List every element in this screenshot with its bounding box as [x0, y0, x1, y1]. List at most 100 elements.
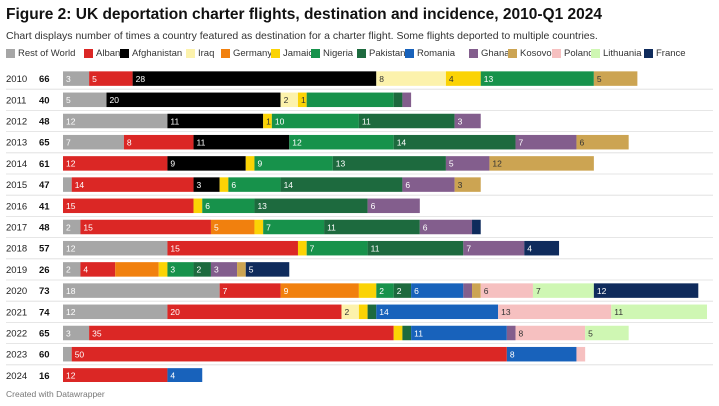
- bar-segment: [297, 92, 307, 108]
- bar-segment: [472, 219, 481, 235]
- legend-swatch: [405, 48, 414, 58]
- segment-value-label: 5: [249, 265, 254, 275]
- bar-segment: [506, 346, 577, 362]
- total-label: 57: [39, 244, 50, 255]
- year-label: 2019: [6, 265, 27, 276]
- segment-value-label: 1: [301, 95, 306, 105]
- segment-value-label: 1: [266, 116, 271, 126]
- segment-value-label: 6: [414, 286, 419, 296]
- bar-segment: [593, 283, 699, 298]
- bar-segment: [593, 71, 638, 86]
- segment-value-label: 18: [66, 286, 76, 296]
- legend-item: Iraq: [186, 46, 214, 60]
- year-label: 2014: [6, 159, 27, 170]
- bar-segment: [115, 262, 159, 277]
- segment-value-label: 2: [284, 95, 289, 105]
- bar-segment: [63, 283, 220, 298]
- footer-credit: Created with Datawrapper: [6, 389, 105, 399]
- segment-value-label: 13: [257, 201, 267, 211]
- segment-value-label: 7: [310, 244, 315, 254]
- segment-value-label: 3: [458, 180, 463, 190]
- legend-item: Nigeria: [311, 46, 353, 60]
- bar-segment: [254, 198, 368, 214]
- bar-segment: [254, 156, 333, 171]
- bar-segment: [419, 219, 473, 235]
- year-label: 2010: [6, 74, 27, 85]
- year-label: 2021: [6, 307, 27, 318]
- legend-label: Germany: [233, 47, 273, 59]
- segment-value-label: 12: [292, 138, 302, 148]
- segment-value-label: 11: [327, 222, 336, 232]
- segment-value-label: 7: [223, 286, 228, 296]
- bar-segment: [254, 219, 264, 235]
- bar-segment: [71, 346, 507, 362]
- legend-item: Albania: [84, 46, 128, 60]
- bar-segment: [306, 240, 368, 256]
- legend-label: Ghana: [481, 47, 510, 59]
- segment-value-label: 6: [484, 286, 489, 296]
- bar-segment: [63, 177, 72, 192]
- bar-segment: [393, 325, 403, 341]
- bar-segment: [280, 92, 298, 108]
- segment-value-label: 6: [231, 180, 236, 190]
- chart-subtitle: Chart displays number of times a country…: [6, 30, 598, 42]
- bar-segment: [167, 156, 246, 171]
- bar-segment: [515, 134, 577, 150]
- segment-value-label: 6: [579, 138, 584, 148]
- segment-value-label: 9: [170, 159, 175, 169]
- bar-segment: [63, 304, 168, 320]
- bar-segment: [393, 92, 403, 108]
- segment-value-label: 8: [127, 138, 132, 148]
- segment-value-label: 6: [371, 201, 376, 211]
- legend-label: Jamaica: [283, 47, 319, 59]
- bar-segment: [63, 134, 124, 150]
- bar-segment: [289, 134, 394, 150]
- bar-segment: [515, 325, 586, 341]
- total-label: 74: [39, 307, 50, 318]
- bar-segment: [63, 240, 168, 256]
- legend-label: Nigeria: [323, 47, 354, 59]
- bar-segment: [376, 71, 446, 86]
- bar-segment: [506, 325, 516, 341]
- legend-item: Kosovo: [508, 46, 552, 60]
- bar-segment: [393, 283, 412, 298]
- total-label: 66: [39, 74, 50, 85]
- bar-segment: [402, 92, 412, 108]
- bar-segment: [585, 325, 629, 341]
- segment-value-label: 15: [170, 244, 180, 254]
- legend-swatch: [84, 48, 93, 58]
- segment-value-label: 11: [371, 244, 380, 254]
- bar-segment: [263, 113, 272, 129]
- bar-segment: [167, 368, 203, 382]
- segment-value-label: 20: [110, 95, 120, 105]
- segment-value-label: 5: [588, 328, 593, 338]
- total-label: 26: [39, 265, 50, 276]
- year-label: 2017: [6, 223, 27, 234]
- segment-value-label: 3: [66, 74, 71, 84]
- legend-label: Pakistan: [369, 47, 406, 59]
- bar-segment: [402, 325, 412, 341]
- legend-item: France: [644, 46, 686, 60]
- segment-value-label: 7: [266, 222, 271, 232]
- chart-title: Figure 2: UK deportation charter flights…: [6, 6, 603, 23]
- total-label: 40: [39, 95, 50, 106]
- segment-value-label: 3: [170, 265, 175, 275]
- year-label: 2013: [6, 138, 27, 149]
- bar-segment: [80, 262, 116, 277]
- bar-segment: [63, 198, 194, 214]
- legend-swatch: [311, 48, 320, 58]
- bar-segment: [245, 262, 290, 277]
- bar-segment: [106, 92, 281, 108]
- bar-segment: [376, 283, 394, 298]
- legend-label: Lithuania: [603, 47, 642, 59]
- bar-segment: [158, 262, 168, 277]
- segment-value-label: 5: [92, 74, 97, 84]
- legend-swatch: [552, 48, 561, 58]
- total-label: 48: [39, 117, 50, 128]
- bar-segment: [445, 156, 490, 171]
- segment-value-label: 14: [284, 180, 294, 190]
- legend-swatch: [186, 48, 195, 58]
- legend-item: Rest of World: [6, 46, 75, 60]
- bar-segment: [228, 177, 281, 192]
- segment-value-label: 12: [66, 116, 76, 126]
